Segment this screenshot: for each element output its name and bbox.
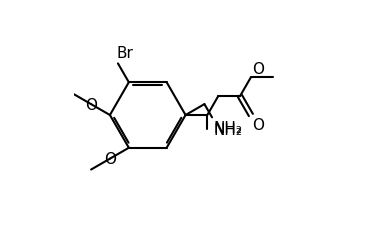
Text: O: O: [252, 118, 264, 133]
Text: Br: Br: [117, 46, 134, 61]
Text: O: O: [85, 97, 97, 112]
Text: O: O: [252, 62, 264, 77]
Text: NH₂: NH₂: [213, 122, 242, 137]
Text: NH₂: NH₂: [213, 120, 242, 135]
Text: O: O: [104, 152, 116, 166]
